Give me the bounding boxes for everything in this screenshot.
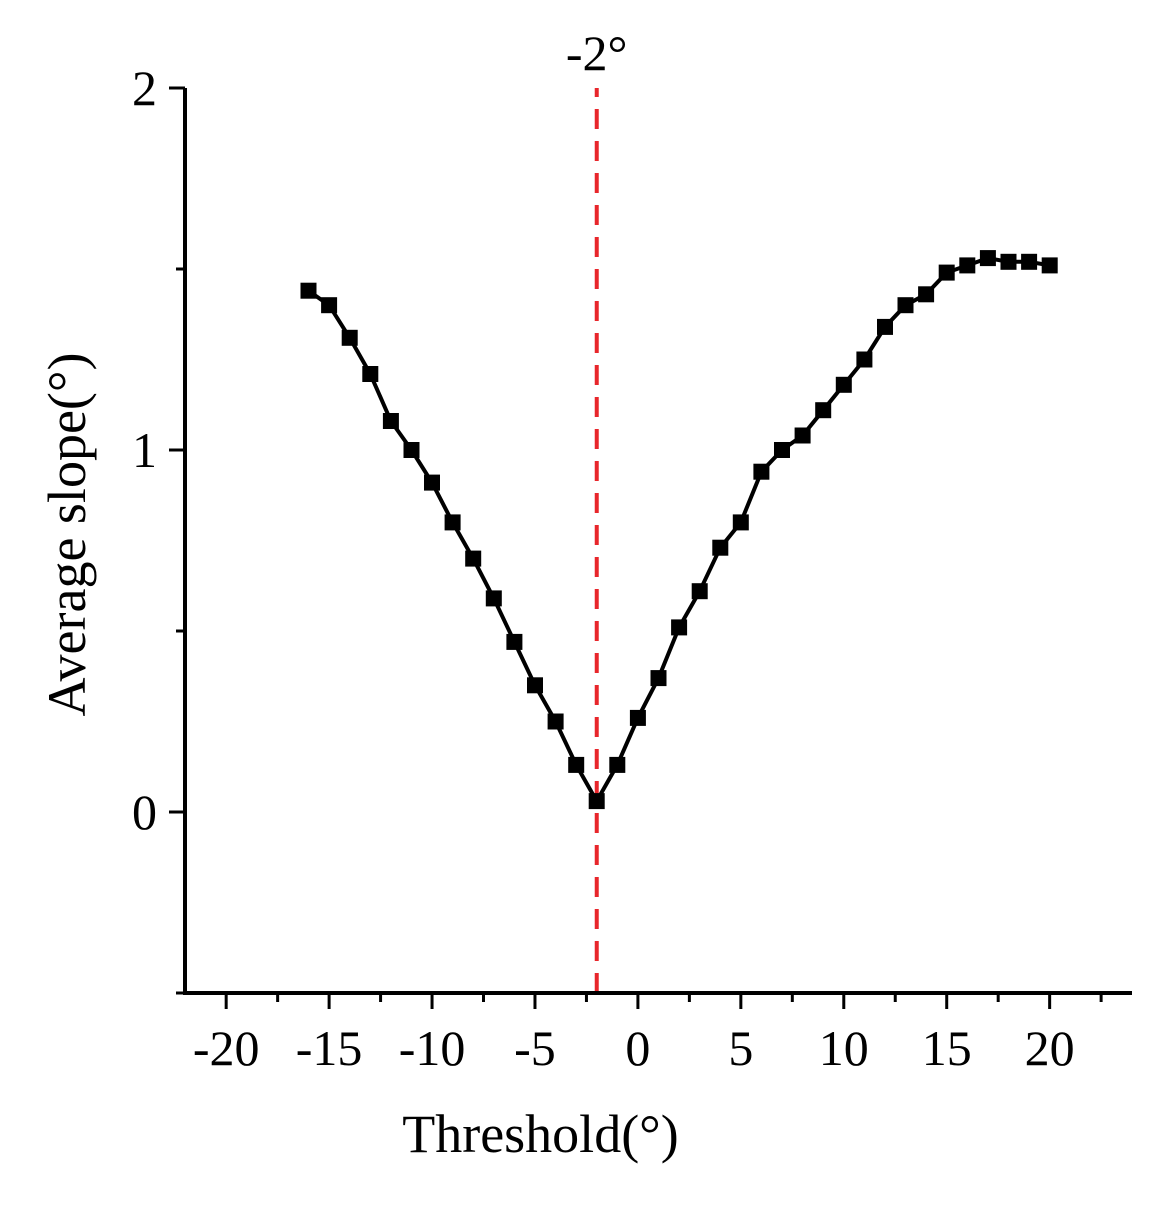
- data-point: [424, 474, 440, 491]
- data-point: [979, 250, 996, 267]
- data-point: [877, 318, 893, 335]
- data-point: [527, 677, 543, 694]
- x-tick-label: 20: [1025, 1020, 1075, 1076]
- data-point: [341, 329, 358, 346]
- x-tick-label: -15: [296, 1020, 363, 1076]
- data-point: [506, 633, 523, 650]
- y-tick-label: 2: [132, 60, 157, 116]
- x-tick-label: -10: [399, 1020, 466, 1076]
- data-point: [753, 463, 770, 480]
- data-point: [938, 264, 955, 281]
- data-point: [897, 297, 914, 314]
- data-point: [629, 709, 646, 726]
- x-tick-label: 5: [728, 1020, 753, 1076]
- data-point: [1000, 253, 1017, 270]
- x-tick-label: 15: [922, 1020, 972, 1076]
- data-point: [835, 376, 852, 393]
- data-point: [691, 583, 708, 600]
- data-point: [588, 793, 605, 810]
- y-axis-title: Average slope(°): [37, 353, 97, 717]
- data-point: [1021, 253, 1038, 270]
- x-axis-title: Threshold(°): [402, 1104, 679, 1164]
- data-point: [712, 539, 729, 556]
- x-tick-label: 10: [819, 1020, 869, 1076]
- data-point: [321, 297, 338, 314]
- y-tick-label: 1: [132, 422, 157, 478]
- x-tick-label: -5: [514, 1020, 556, 1076]
- axes: -20 -15 -10 -5 0 5 10 15 20 0 1 2: [132, 60, 1132, 1076]
- data-point: [403, 442, 420, 458]
- data-point: [382, 413, 399, 429]
- data-point: [918, 286, 935, 303]
- x-tick-label: 0: [625, 1020, 650, 1076]
- data-point: [732, 514, 749, 531]
- reference-line-label: -2°: [566, 25, 628, 81]
- data-point: [794, 427, 811, 444]
- data-point: [300, 282, 317, 299]
- data-point: [444, 514, 461, 531]
- y-tick-label: 0: [132, 784, 157, 840]
- data-point: [671, 619, 688, 636]
- data-point: [485, 590, 502, 607]
- data-point: [568, 756, 585, 773]
- x-tick-label: -20: [193, 1020, 260, 1076]
- data-point: [609, 756, 626, 773]
- series-line: [307, 256, 1051, 804]
- data-point: [959, 257, 976, 274]
- data-point: [362, 366, 379, 382]
- data-point: [856, 351, 873, 368]
- data-point: [650, 670, 667, 687]
- data-point: [465, 550, 482, 567]
- data-point: [815, 402, 832, 419]
- series-layer: [300, 250, 1058, 810]
- data-point: [1041, 257, 1058, 274]
- annotation-layer: -2°: [566, 25, 628, 993]
- data-point: [774, 442, 790, 458]
- data-point: [547, 713, 564, 730]
